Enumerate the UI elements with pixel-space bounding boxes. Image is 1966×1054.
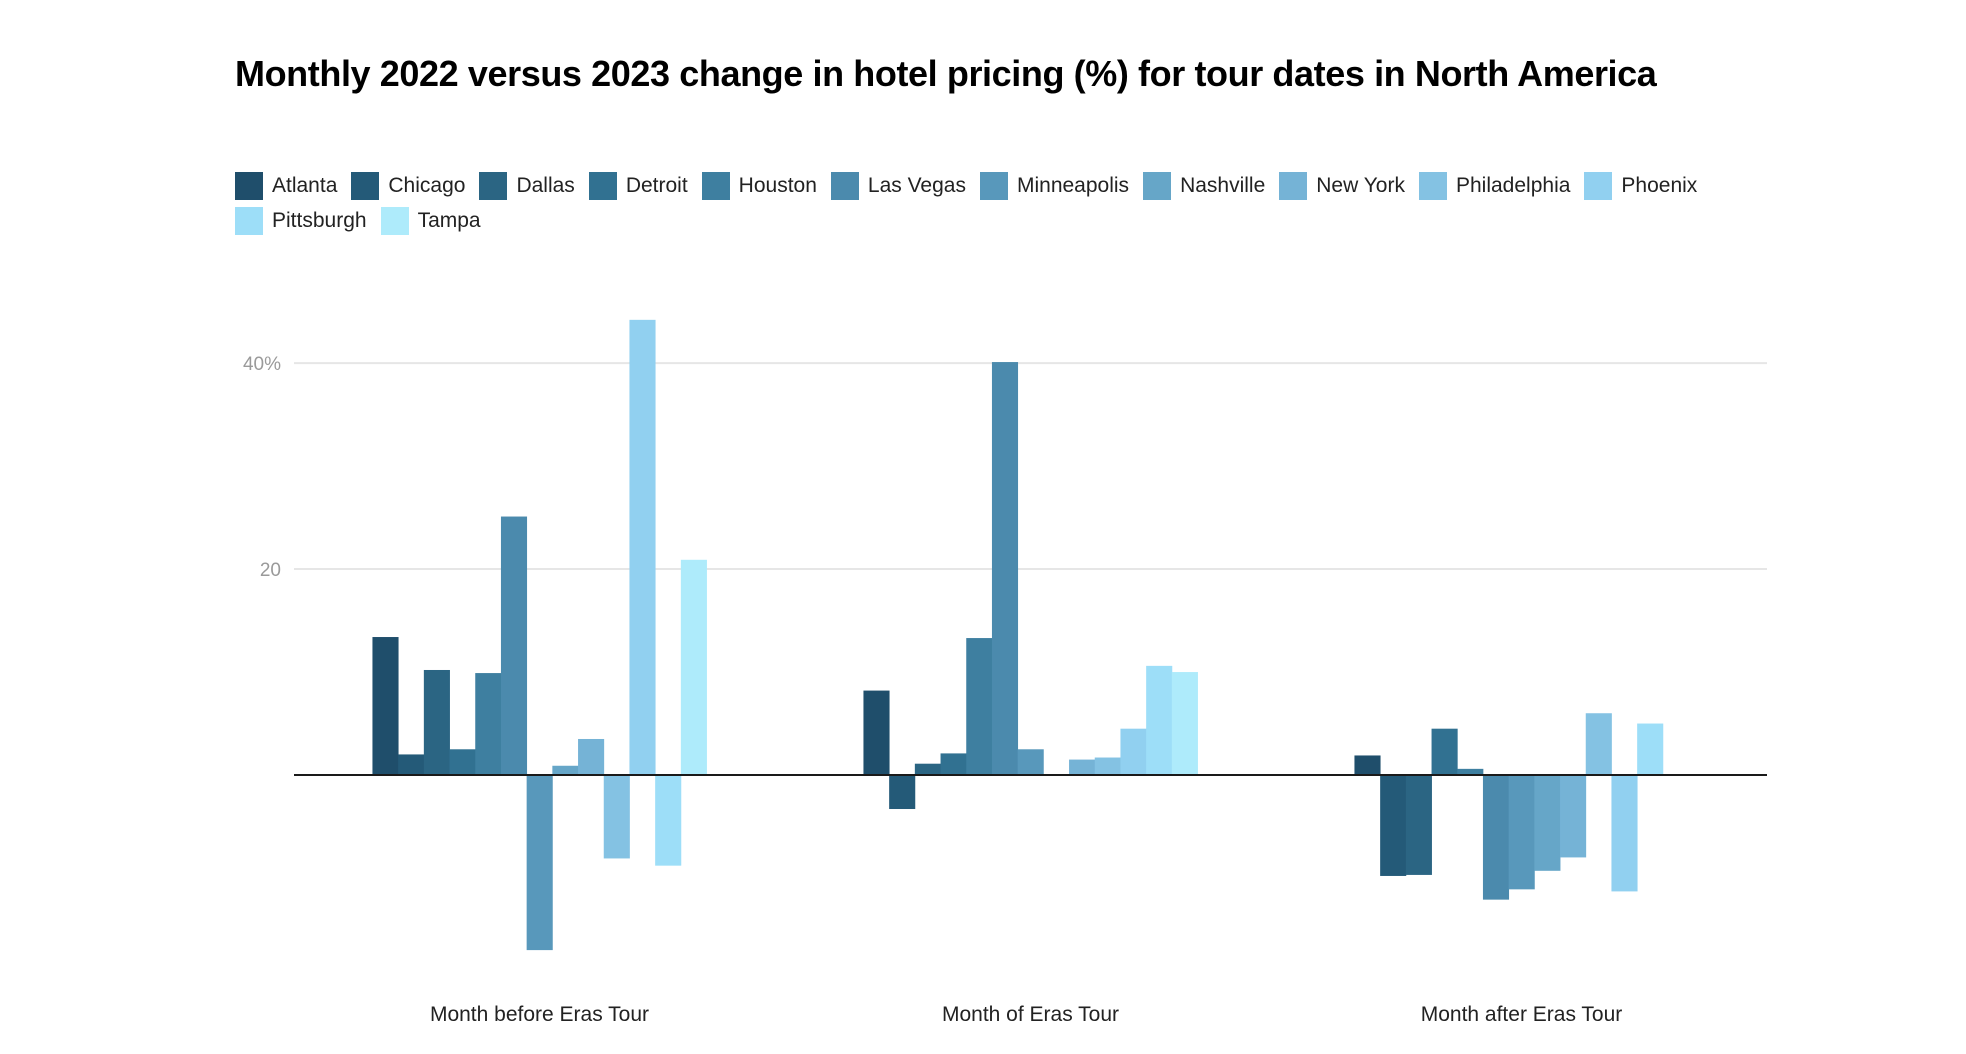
legend-label: Pittsburgh — [272, 209, 367, 232]
gridlines — [294, 362, 1767, 571]
x-category-label: Month after Eras Tour — [1421, 1003, 1623, 1026]
legend-item: Pittsburgh — [235, 207, 367, 235]
legend-item: Phoenix — [1584, 172, 1697, 200]
legend-label: Las Vegas — [867, 174, 966, 197]
bar-pittsburgh-3 — [1637, 723, 1664, 776]
legend-label: Chicago — [388, 174, 466, 197]
bar-atlanta-1 — [372, 637, 399, 776]
legend-swatch — [979, 172, 1008, 200]
bars — [372, 319, 1664, 951]
legend-swatch — [588, 172, 617, 200]
bar-minneapolis-3 — [1508, 775, 1535, 890]
legend-swatch — [701, 172, 730, 200]
bar-houston-2 — [966, 638, 993, 776]
legend-item: Minneapolis — [979, 172, 1130, 200]
bar-las-vegas-3 — [1482, 775, 1510, 900]
legend-item: Philadelphia — [1418, 172, 1571, 200]
bar-tampa-1 — [680, 559, 707, 776]
bar-new-york-3 — [1560, 775, 1587, 858]
bar-philadelphia-1 — [603, 775, 630, 859]
bar-detroit-2 — [940, 753, 967, 776]
bar-dallas-2 — [914, 763, 941, 776]
bar-detroit-3 — [1431, 728, 1458, 776]
legend-swatch — [1143, 172, 1172, 200]
legend-label: Minneapolis — [1016, 174, 1130, 197]
legend-swatch — [479, 172, 508, 200]
y-tick-label: 20 — [260, 560, 281, 581]
legend-swatch — [1584, 172, 1613, 200]
bar-dallas-3 — [1405, 775, 1432, 875]
legend-label: Nashville — [1180, 174, 1266, 197]
x-axis-categories: Month before Eras Tour Month of Eras Tour… — [430, 1003, 1622, 1026]
legend-label: Detroit — [625, 174, 688, 197]
x-category-label: Month of Eras Tour — [942, 1003, 1119, 1026]
legend-item: New York — [1279, 172, 1405, 200]
bar-new-york-1 — [578, 738, 605, 776]
bar-atlanta-3 — [1354, 755, 1381, 776]
legend-label: Tampa — [417, 209, 481, 232]
bar-chicago-2 — [889, 775, 916, 810]
legend-item: Tampa — [380, 207, 481, 235]
legend-swatch — [351, 172, 380, 200]
bar-houston-1 — [475, 673, 502, 776]
legend-item: Chicago — [351, 172, 465, 200]
legend-item: Houston — [701, 172, 817, 200]
legend-item: Nashville — [1143, 172, 1265, 200]
bar-phoenix-3 — [1611, 775, 1638, 892]
bar-philadelphia-3 — [1585, 713, 1612, 776]
legend-swatch — [380, 207, 409, 235]
legend-swatch — [235, 207, 263, 235]
bar-detroit-1 — [449, 749, 476, 776]
bar-philadelphia-2 — [1094, 757, 1121, 776]
bar-nashville-3 — [1534, 775, 1561, 871]
legend-label: Dallas — [516, 174, 575, 197]
legend-swatch — [1418, 172, 1447, 200]
y-tick-label: 40% — [243, 354, 281, 375]
bar-phoenix-1 — [629, 319, 656, 776]
bar-minneapolis-2 — [1017, 749, 1044, 776]
bar-minneapolis-1 — [526, 775, 553, 951]
legend-label: New York — [1316, 174, 1405, 197]
legend-label: Houston — [738, 174, 817, 197]
legend-label: Philadelphia — [1455, 174, 1571, 197]
legend-item: Dallas — [479, 172, 575, 200]
legend: Atlanta Chicago Dallas Detroit Houston Las Ve… — [235, 172, 1765, 235]
legend-item: Atlanta — [235, 172, 337, 200]
chart-title: Monthly 2022 versus 2023 change in hotel… — [235, 53, 1657, 94]
legend-swatch — [235, 172, 263, 200]
bar-las-vegas-2 — [991, 362, 1019, 776]
legend-swatch — [1279, 172, 1308, 200]
bar-chicago-3 — [1380, 775, 1407, 876]
legend-label: Atlanta — [272, 174, 338, 197]
bar-phoenix-2 — [1120, 728, 1147, 776]
legend-label: Phoenix — [1621, 174, 1698, 197]
bar-nashville-1 — [552, 765, 579, 776]
bar-atlanta-2 — [863, 690, 890, 776]
bar-dallas-1 — [423, 669, 450, 776]
bar-tampa-2 — [1171, 672, 1198, 776]
bar-pittsburgh-1 — [655, 775, 682, 866]
bar-houston-3 — [1457, 768, 1484, 776]
legend-item: Las Vegas — [830, 172, 966, 200]
legend-item: Detroit — [588, 172, 688, 200]
legend-swatch — [830, 172, 859, 200]
y-axis-ticks: 20 40% — [243, 354, 281, 581]
bar-pittsburgh-2 — [1146, 665, 1173, 776]
bar-chicago-1 — [398, 754, 425, 776]
bar-las-vegas-1 — [500, 516, 528, 776]
x-category-label: Month before Eras Tour — [430, 1003, 649, 1026]
bar-new-york-2 — [1069, 759, 1096, 776]
